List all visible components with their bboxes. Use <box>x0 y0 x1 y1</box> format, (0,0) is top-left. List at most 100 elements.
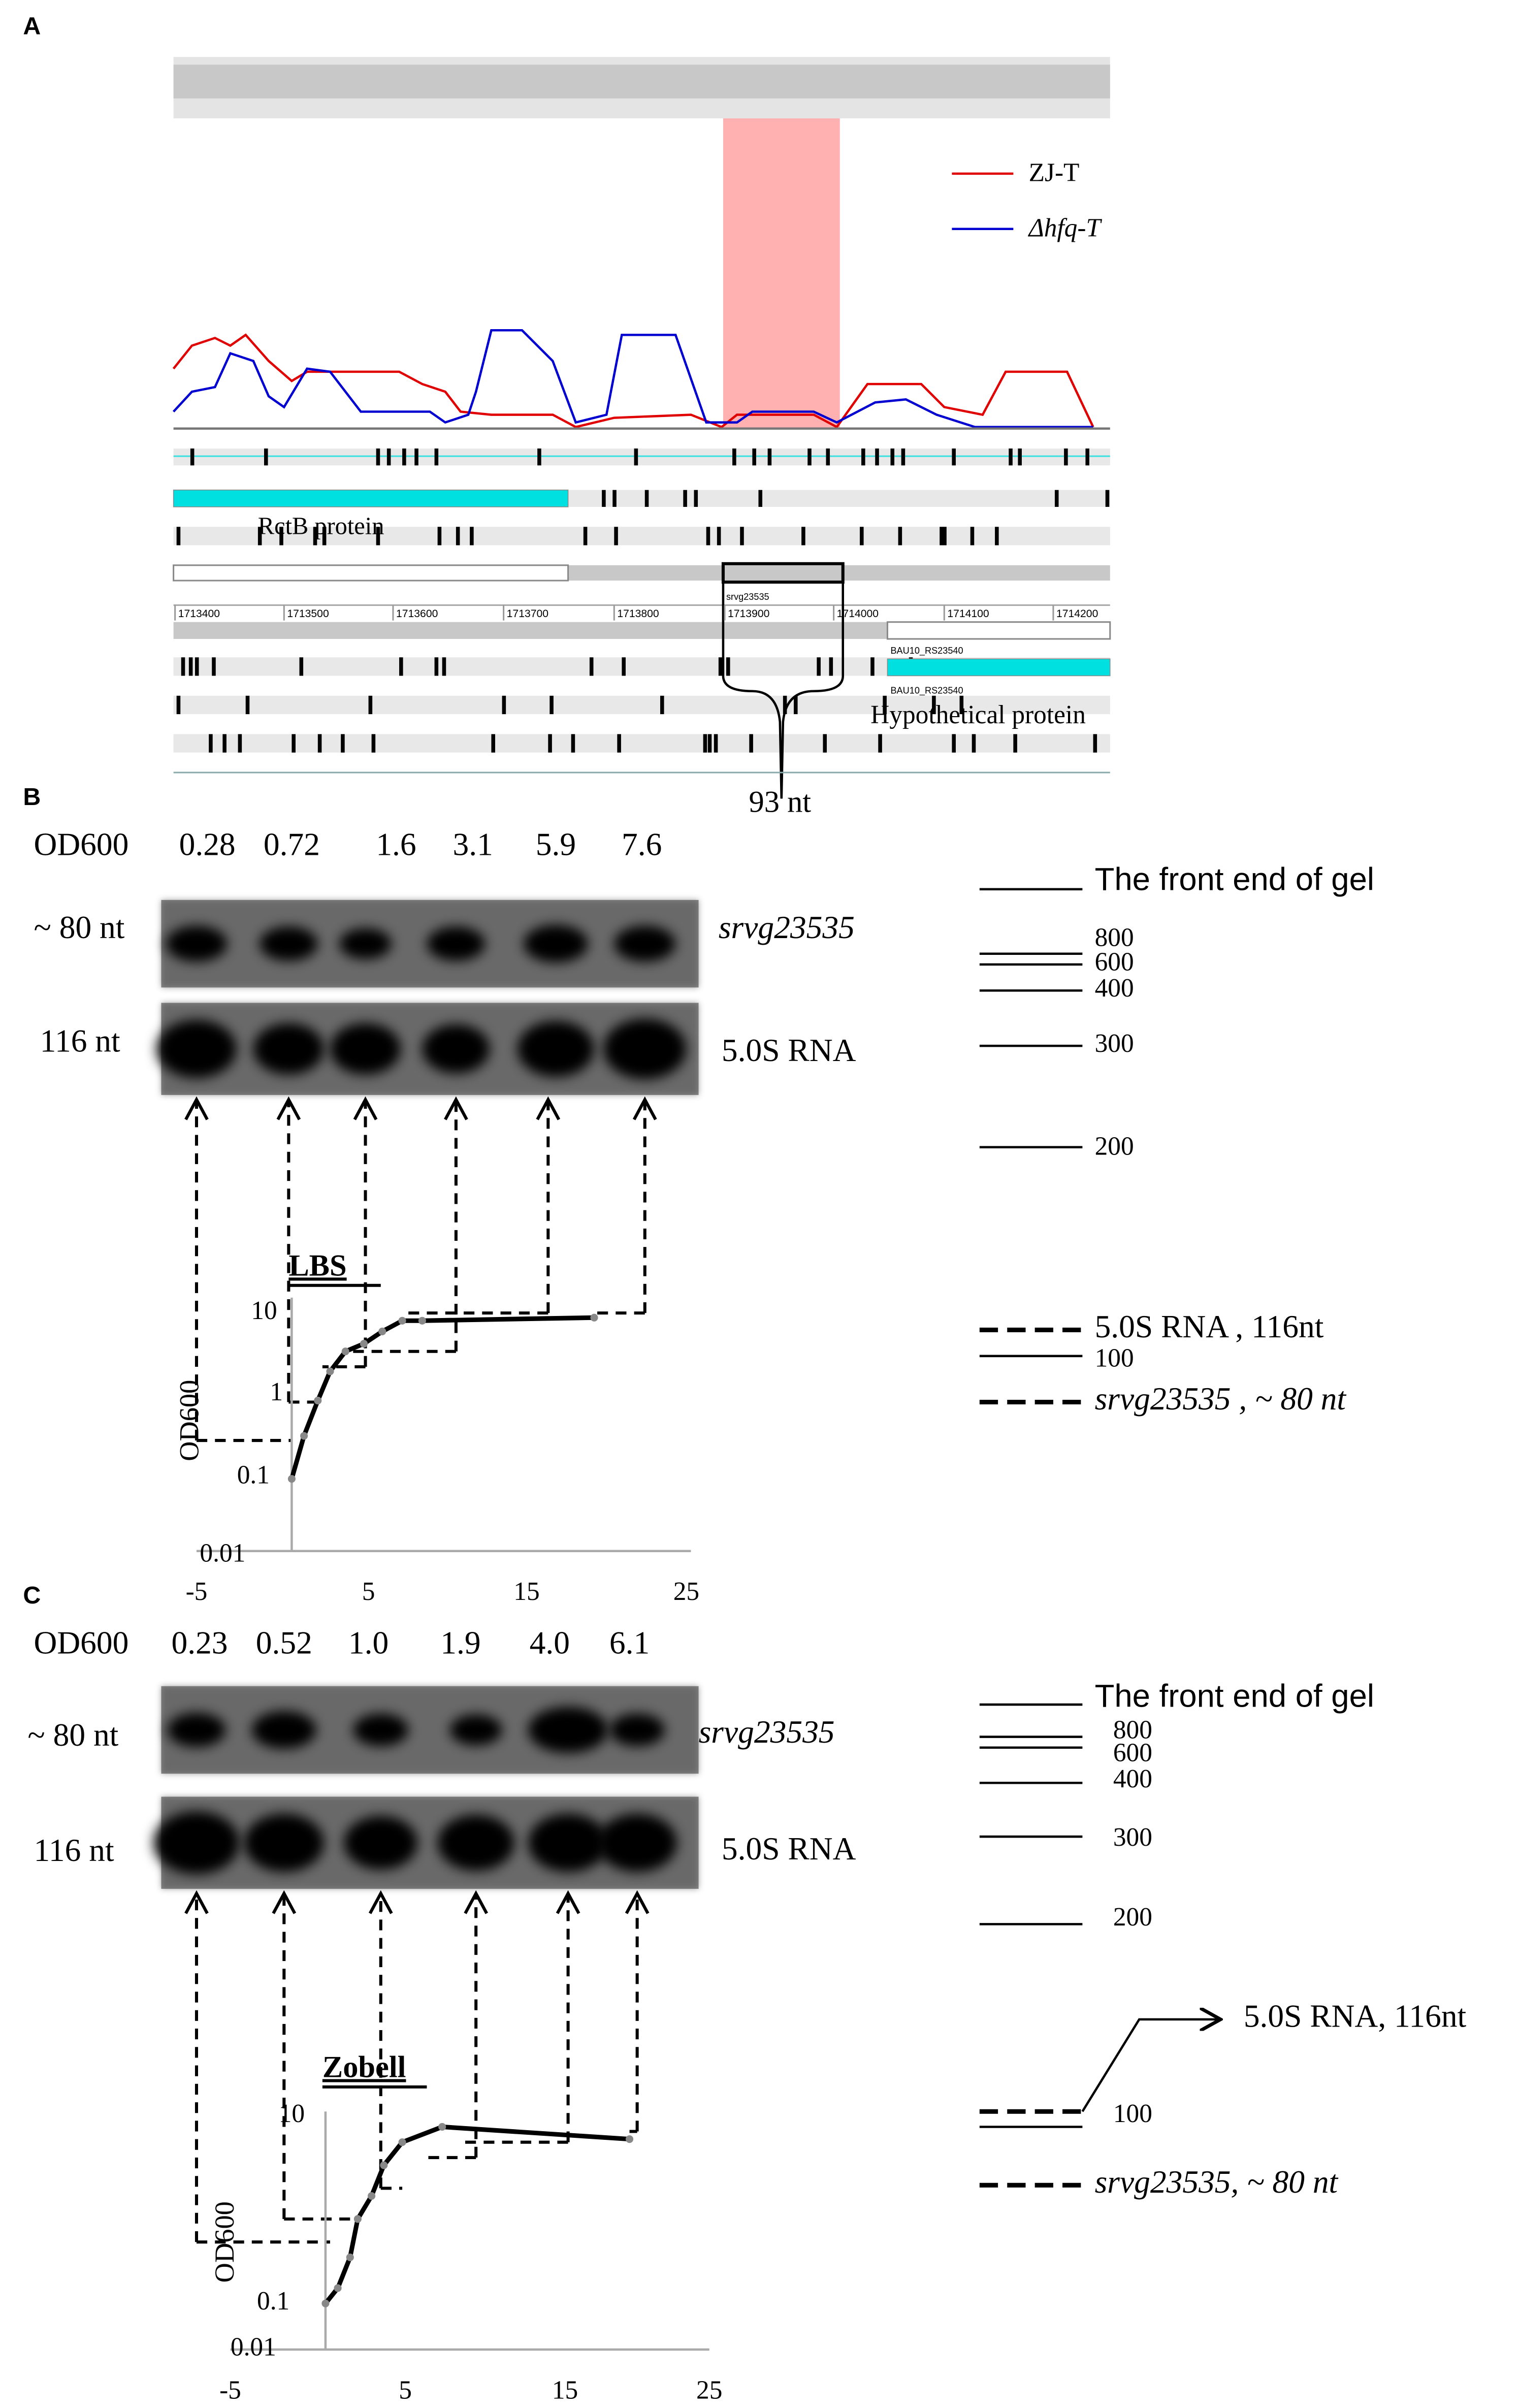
feature-tick <box>634 448 638 466</box>
feature-tick <box>959 695 964 715</box>
feature-tick <box>861 448 865 466</box>
legend-label: ZJ-T <box>1029 158 1080 187</box>
feature-tick <box>292 734 296 753</box>
gene-label: RctB protein <box>258 512 384 539</box>
feature-tick <box>758 490 763 507</box>
band <box>330 1023 401 1075</box>
growth-point <box>590 1313 598 1322</box>
feature-tick <box>694 490 698 507</box>
band <box>166 925 228 962</box>
x-tick-label: 25 <box>696 2375 722 2404</box>
x-tick-label: 15 <box>552 2375 578 2404</box>
feature-tick <box>176 527 181 545</box>
feature-tick <box>264 448 268 466</box>
guide-line <box>282 1895 353 2221</box>
legend-arrow <box>1081 2019 1220 2112</box>
feature-tick <box>718 657 723 676</box>
feature-tick <box>376 527 380 545</box>
feature-tick <box>437 527 442 545</box>
band <box>244 1813 324 1872</box>
feature-tick <box>943 527 947 545</box>
band <box>528 1707 608 1753</box>
growth-point <box>321 2299 330 2307</box>
growth-point <box>300 1432 308 1440</box>
od-value: 6.1 <box>609 1625 650 1661</box>
guide-arrowhead <box>184 1096 209 1120</box>
coordinate-label: 1714100 <box>947 608 989 620</box>
feature-tick <box>703 734 707 753</box>
legend-label: 5.0S RNA, 116nt <box>1244 1998 1467 2034</box>
feature-tick <box>612 490 617 507</box>
gene-label: BAU10_RS23540 <box>890 646 963 656</box>
band-size: 116 nt <box>40 1023 120 1059</box>
coordinate-label: 1713700 <box>507 608 548 620</box>
feature-tick <box>402 448 406 466</box>
feature-tick <box>1064 448 1068 466</box>
band-name: srvg23535 <box>699 1714 835 1750</box>
band-name: 5.0S RNA <box>722 1831 856 1867</box>
band <box>167 1713 226 1747</box>
feature-tick <box>341 734 345 753</box>
coordinate-label: 1714000 <box>837 608 879 620</box>
guide-arrowhead <box>353 1096 378 1120</box>
x-tick-label: -5 <box>219 2375 241 2404</box>
feature-tick <box>583 527 588 545</box>
guide-arrowhead <box>464 1890 489 1914</box>
band-name: srvg23535 <box>719 909 855 945</box>
feature-tick <box>222 734 227 753</box>
od-value: 1.9 <box>440 1625 480 1661</box>
band <box>597 1813 677 1872</box>
feature-tick <box>940 527 944 545</box>
marker-label: 100 <box>1095 1344 1134 1373</box>
guide-line <box>629 1895 639 2133</box>
panel-label: C <box>23 1582 41 1609</box>
growth-point <box>380 2161 388 2169</box>
feature-tick <box>571 734 575 753</box>
growth-point <box>438 2123 446 2131</box>
legend-label: srvg23535, ~ 80 nt <box>1095 2164 1339 2200</box>
band <box>427 926 486 961</box>
growth-curve <box>289 1315 595 1480</box>
growth-title: LBS <box>288 1248 346 1282</box>
growth-point <box>418 1317 426 1325</box>
growth-point <box>398 1317 406 1325</box>
od-value: 0.52 <box>256 1625 312 1661</box>
feature-tick <box>1093 734 1097 753</box>
growth-point <box>353 2215 362 2223</box>
feature-tick <box>589 657 594 676</box>
feature-tick <box>1105 490 1110 507</box>
band <box>353 1713 409 1747</box>
band-size: 116 nt <box>34 1832 114 1868</box>
x-tick-label: 25 <box>673 1577 699 1606</box>
marker-label: 300 <box>1095 1029 1134 1058</box>
guide-arrowhead <box>368 1890 393 1914</box>
panel-label: B <box>23 783 41 811</box>
track <box>173 695 1110 715</box>
gene-label: BAU10_RS23540 <box>890 686 963 696</box>
band <box>609 1713 665 1747</box>
feature-tick <box>707 734 712 753</box>
feature-tick <box>952 448 956 466</box>
feature-tick <box>399 657 403 676</box>
y-axis-label: OD600 <box>209 2201 240 2283</box>
feature-tick <box>491 734 495 753</box>
gene-label: srvg23535 <box>726 592 769 602</box>
feature-tick <box>299 657 304 676</box>
feature-tick <box>740 527 744 545</box>
growth-point <box>378 1327 386 1335</box>
feature-tick <box>322 527 327 545</box>
od-value: 0.28 <box>179 826 236 862</box>
legend-label: srvg23535 , ~ 80 nt <box>1095 1380 1347 1417</box>
feature-tick <box>714 734 718 753</box>
feature-tick <box>995 527 999 545</box>
guide-arrowhead <box>536 1096 561 1120</box>
marker-label: 100 <box>1113 2099 1152 2128</box>
band <box>422 1024 490 1074</box>
growth-point <box>368 2192 376 2200</box>
feature-tick <box>470 527 474 545</box>
band <box>614 925 676 962</box>
band <box>253 1023 324 1075</box>
guide-arrowhead <box>272 1890 297 1914</box>
feature-tick <box>767 448 772 466</box>
